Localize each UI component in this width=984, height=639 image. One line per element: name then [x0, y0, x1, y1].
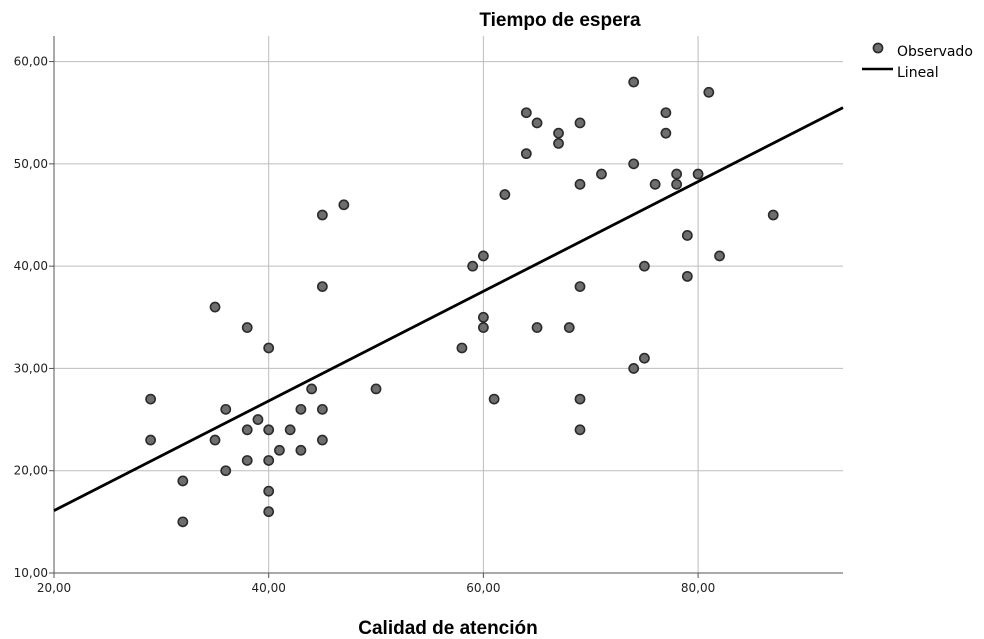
- y-tick-label: 50,00: [14, 157, 48, 171]
- data-point: [467, 260, 479, 272]
- data-point: [263, 485, 275, 497]
- gridlines: [54, 36, 843, 573]
- data-point: [477, 322, 489, 333]
- data-point: [241, 455, 253, 466]
- data-point: [263, 342, 275, 354]
- data-point: [628, 363, 640, 374]
- legend-label-observado: Observado: [897, 44, 973, 60]
- data-point: [660, 107, 672, 119]
- fit-line-lineal: [53, 106, 844, 512]
- data-point: [681, 270, 693, 282]
- data-point: [263, 424, 275, 436]
- legend-label-lineal: Lineal: [897, 65, 939, 81]
- data-point: [531, 117, 543, 129]
- x-axis-title: Calidad de atención: [358, 618, 537, 639]
- data-point: [316, 434, 328, 446]
- data-point: [263, 506, 275, 518]
- data-point: [284, 424, 296, 436]
- fit-line-layer: [53, 106, 844, 512]
- data-point: [681, 230, 693, 241]
- y-tick-label: 20,00: [14, 464, 48, 478]
- data-point: [241, 424, 253, 436]
- data-point: [338, 199, 350, 211]
- data-point: [295, 403, 307, 415]
- data-point: [553, 137, 564, 149]
- data-point: [145, 393, 157, 405]
- data-point: [220, 465, 232, 477]
- data-point: [488, 393, 500, 405]
- data-point: [316, 209, 328, 221]
- data-point: [274, 444, 285, 456]
- data-point: [628, 76, 640, 88]
- data-point: [671, 168, 683, 180]
- chart-title: Tiempo de espera: [479, 10, 641, 31]
- x-tick-label: 40,00: [252, 581, 286, 595]
- y-tick-label: 40,00: [14, 259, 48, 273]
- data-point: [553, 127, 564, 139]
- data-point: [767, 209, 779, 221]
- data-point: [263, 455, 275, 466]
- data-point: [145, 434, 157, 446]
- axes: [53, 36, 843, 574]
- data-point: [703, 86, 715, 98]
- x-tick-label: 80,00: [681, 581, 715, 595]
- data-point: [574, 281, 586, 292]
- data-point: [563, 322, 575, 333]
- data-point: [306, 383, 318, 395]
- data-point: [209, 301, 221, 313]
- legend: Observado Lineal: [862, 42, 973, 81]
- legend-marker-observado: [872, 42, 884, 54]
- data-point: [295, 444, 307, 456]
- data-point: [639, 260, 650, 272]
- data-point: [177, 475, 189, 487]
- y-axis-ticks: 10,00 20,00 30,00 40,00 50,00 60,00: [14, 55, 54, 580]
- data-point: [596, 168, 607, 180]
- data-point: [177, 516, 189, 528]
- data-point: [477, 250, 489, 262]
- data-point: [639, 352, 650, 364]
- data-point: [520, 107, 532, 119]
- data-point: [628, 158, 640, 170]
- data-point: [574, 424, 586, 436]
- x-tick-label: 60,00: [466, 581, 500, 595]
- data-point: [499, 189, 511, 200]
- data-point: [370, 383, 382, 395]
- observed-points-layer: [145, 76, 779, 528]
- data-point: [574, 393, 586, 405]
- data-point: [456, 342, 468, 354]
- data-point: [220, 403, 232, 415]
- data-point: [649, 178, 661, 190]
- data-point: [574, 178, 586, 190]
- data-point: [316, 281, 328, 292]
- data-point: [531, 322, 543, 333]
- data-point: [692, 168, 704, 180]
- data-point: [209, 434, 221, 446]
- y-tick-label: 60,00: [14, 55, 48, 69]
- data-point: [574, 117, 586, 129]
- data-point: [477, 311, 489, 323]
- data-point: [241, 322, 253, 333]
- y-tick-label: 10,00: [14, 566, 48, 580]
- data-point: [660, 127, 672, 139]
- data-point: [316, 403, 328, 415]
- data-point: [252, 414, 264, 425]
- x-axis-ticks: 20,00 40,00 60,00 80,00: [37, 573, 715, 595]
- data-point: [671, 178, 683, 190]
- data-point: [520, 148, 532, 160]
- data-point: [714, 250, 725, 262]
- y-tick-label: 30,00: [14, 361, 48, 375]
- x-tick-label: 20,00: [37, 581, 71, 595]
